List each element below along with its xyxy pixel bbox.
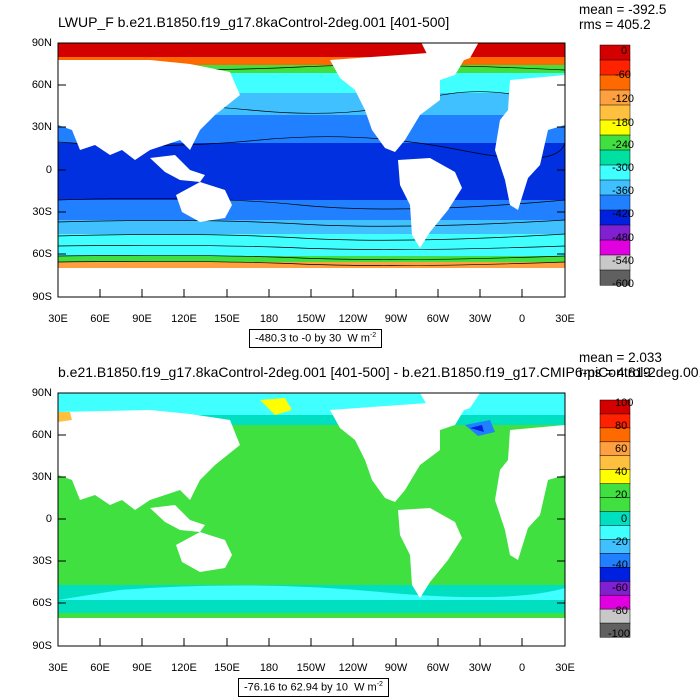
colorbar-label: -180 [612, 117, 635, 129]
lon-label: 150W [296, 662, 326, 674]
lat-label: 60N [31, 429, 52, 441]
lon-label: 30E [555, 313, 575, 325]
lon-label: 60W [426, 662, 450, 674]
colorbar-label: -120 [612, 93, 635, 105]
colorbar-label: -80 [612, 605, 628, 617]
colorbar-label: 40 [615, 466, 628, 478]
lon-label: 30E [48, 662, 68, 674]
colorbar-label: 20 [615, 489, 628, 501]
lon-label: 60W [426, 313, 450, 325]
lon-label: 150W [296, 313, 326, 325]
lon-label: 180 [259, 662, 279, 674]
colorbar-label: 0 [621, 45, 628, 57]
panel-title-top: LWUP_F b.e21.B1850.f19_g17.8kaControl-2d… [58, 14, 450, 30]
colorbar-label: -20 [612, 536, 628, 548]
lon-label: 120W [338, 313, 368, 325]
colorbar-label: -540 [612, 255, 635, 267]
colorbar-swatch [599, 622, 631, 638]
colorbar-label: -100 [608, 628, 631, 640]
map-panel-bottom [58, 393, 565, 646]
colorbar-label: 60 [615, 443, 628, 455]
lat-label: 60N [31, 79, 52, 91]
lon-label: 150E [214, 313, 240, 325]
lon-label: 0 [518, 313, 526, 325]
lat-label: 90S [32, 291, 52, 303]
colorbar-swatch [599, 269, 631, 286]
lat-label: 0 [45, 513, 52, 525]
rms-top: rms = 405.2 [579, 17, 651, 32]
lat-label: 30S [32, 555, 52, 567]
mean-top: mean = -392.5 [579, 2, 667, 17]
contour-info-bottom: -76.16 to 62.94 by 10 W m-2 [238, 678, 389, 697]
lat-label: 30N [31, 121, 52, 133]
lat-label: 30N [31, 471, 52, 483]
lon-label: 90E [132, 313, 152, 325]
colorbar-label: 100 [615, 397, 634, 409]
axis-ticks-top [57, 42, 566, 297]
lat-label: 60S [32, 597, 52, 609]
lon-label: 0 [518, 662, 526, 674]
contour-info-top: -480.3 to -0 by 30 W m-2 [249, 329, 383, 348]
lon-label: 120E [171, 313, 197, 325]
lon-label: 30W [468, 313, 492, 325]
lon-label: 150E [214, 662, 240, 674]
lon-label: 30E [48, 313, 68, 325]
lon-label: 60E [90, 662, 110, 674]
colorbar-label: -60 [612, 582, 628, 594]
lon-label: 120W [338, 662, 368, 674]
colorbar-bottom [599, 399, 631, 638]
colorbar-label: -420 [612, 208, 635, 220]
colorbar-label: -600 [612, 278, 635, 290]
lat-label: 0 [45, 164, 52, 176]
rms-bottom: rms = 4.819 [579, 365, 651, 380]
map-panel-top [58, 43, 565, 297]
colorbar-label: -40 [612, 559, 628, 571]
lon-label: 30E [555, 662, 575, 674]
colorbar-top [599, 44, 631, 286]
lat-label: 90N [31, 37, 52, 49]
lat-label: 90N [31, 387, 52, 399]
lon-label: 30W [468, 662, 492, 674]
lat-label: 30S [32, 206, 52, 218]
lon-label: 90E [132, 662, 152, 674]
lat-label: 60S [32, 248, 52, 260]
lon-label: 120E [171, 662, 197, 674]
lon-label: 90W [384, 313, 408, 325]
mean-bottom: mean = 2.033 [579, 350, 662, 365]
colorbar-label: -300 [612, 162, 635, 174]
colorbar-label: 80 [615, 420, 628, 432]
lon-label: 180 [259, 313, 279, 325]
colorbar-label: -60 [615, 69, 631, 81]
lon-label: 90W [384, 662, 408, 674]
colorbar-label: -480 [612, 232, 635, 244]
colorbar-label: -360 [612, 185, 635, 197]
axis-ticks-bottom [57, 392, 566, 646]
lat-label: 90S [32, 640, 52, 652]
lon-label: 60E [90, 313, 110, 325]
colorbar-label: -240 [612, 139, 635, 151]
colorbar-label: 0 [621, 513, 628, 525]
panel-title-bottom: b.e21.B1850.f19_g17.8kaControl-2deg.001 … [58, 364, 700, 380]
